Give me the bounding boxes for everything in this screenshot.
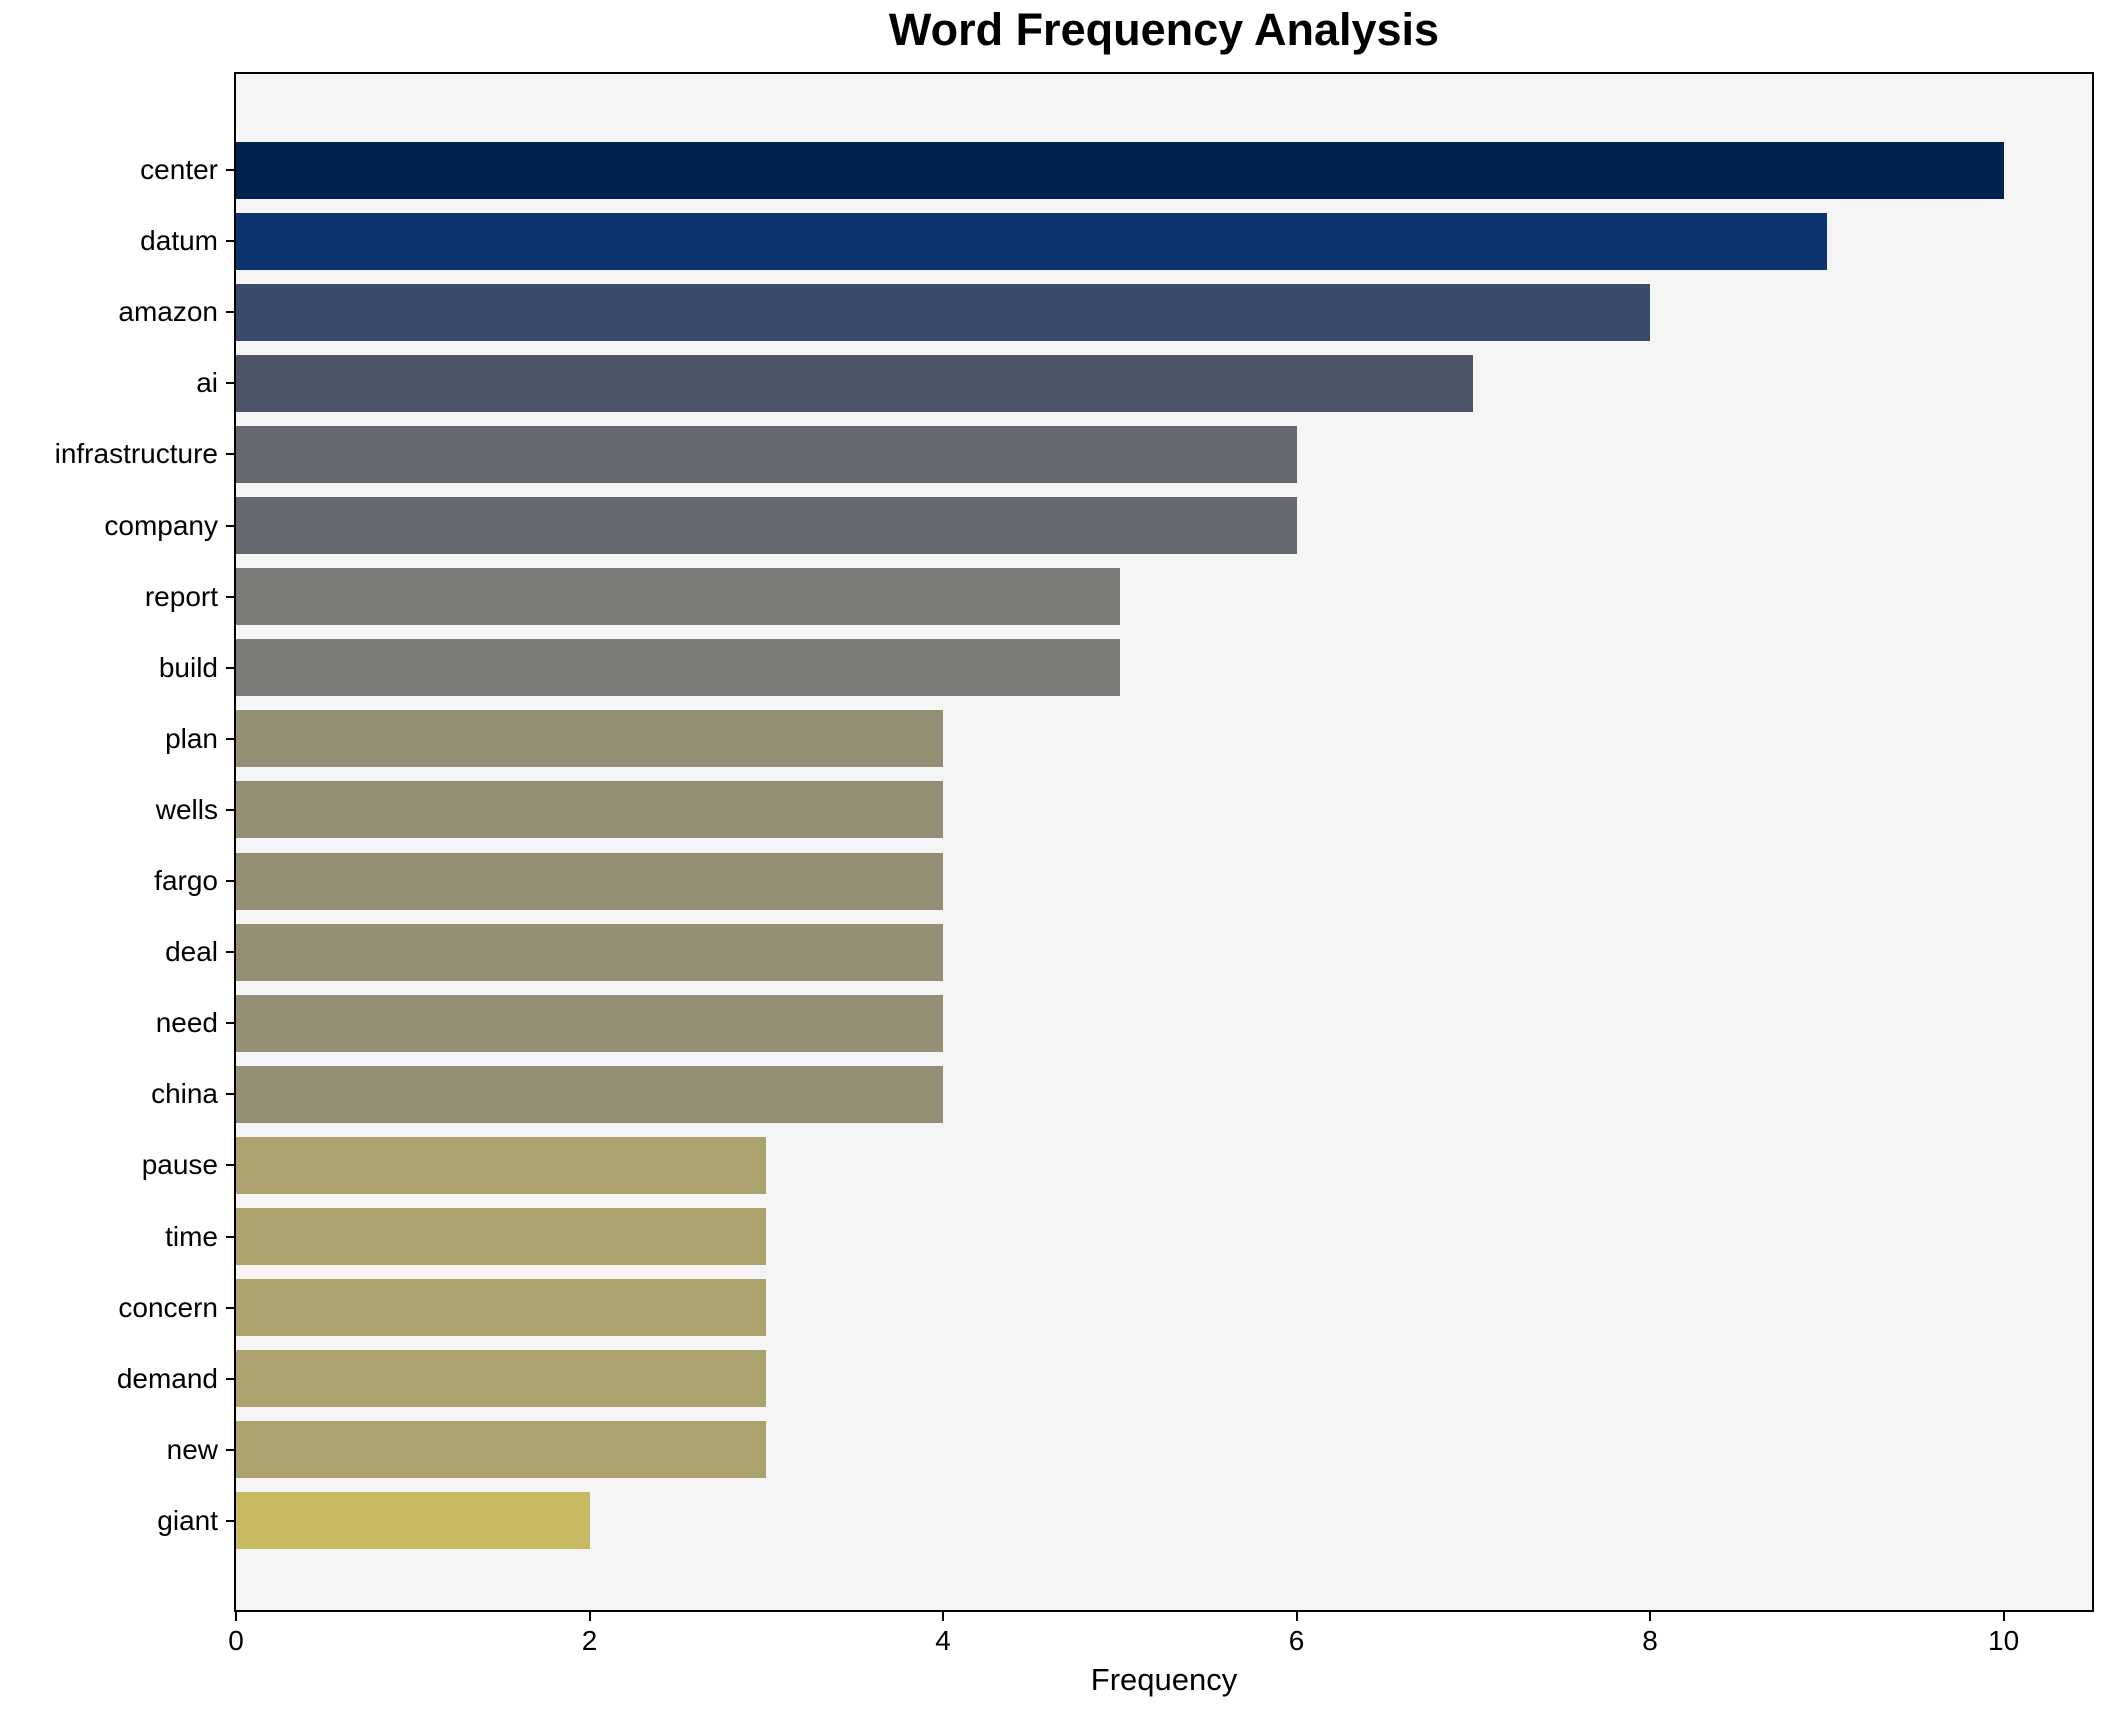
y-axis-tick-mark [226,240,234,243]
x-axis-tick-label: 4 [935,1625,951,1656]
y-axis-tick-mark [226,666,234,669]
y-axis-tick-label-time: time [165,1220,218,1252]
bar-demand [236,1350,767,1408]
bar-amazon [236,283,1651,341]
bar-pause [236,1136,767,1194]
y-axis-tick-label-demand: demand [116,1362,218,1394]
y-axis-tick-mark [226,382,234,385]
bar-giant [236,1492,590,1550]
y-axis-tick-label-concern: concern [118,1291,218,1323]
x-axis-tick-mark [2002,1612,2005,1621]
y-axis-tick-label-need: need [155,1007,218,1039]
y-axis-tick-label-build: build [158,651,218,683]
y-axis-tick-label-company: company [104,509,218,541]
bar-concern [236,1279,767,1337]
bar-plan [236,710,944,768]
bar-need [236,994,944,1052]
bar-wells [236,781,944,839]
y-axis-tick-label-infrastructure: infrastructure [54,438,218,470]
bar-new [236,1421,767,1479]
y-axis-tick-mark [226,1022,234,1025]
x-axis-tick-mark [588,1612,591,1621]
y-axis-tick-label-report: report [144,580,218,612]
y-axis-tick-label-wells: wells [155,793,218,825]
y-axis-tick-label-china: china [151,1078,218,1110]
y-axis-tick-mark [226,880,234,882]
bar-build [236,639,1120,697]
y-axis-tick-label-giant: giant [157,1504,218,1536]
x-axis-title: Frequency [1090,1662,1238,1697]
y-axis-tick-mark [226,1235,234,1238]
y-axis-tick-mark [226,808,234,811]
y-axis-tick-mark [226,595,234,598]
chart-title: Word Frequency Analysis [888,4,1440,55]
y-axis-tick-mark [226,1377,234,1380]
x-axis-tick-label: 8 [1642,1625,1658,1656]
bar-report [236,568,1120,626]
y-axis-tick-mark [226,1306,234,1309]
bar-datum [236,212,1827,270]
bar-ai [236,354,1474,412]
bar-china [236,1065,944,1123]
y-axis-tick-label-pause: pause [141,1149,218,1181]
y-axis-tick-label-new: new [166,1433,218,1465]
x-axis-tick-mark [1295,1612,1298,1621]
x-axis-tick-label: 0 [228,1625,244,1656]
y-axis-tick-label-fargo: fargo [154,865,218,896]
y-axis-tick-mark [226,524,234,527]
y-axis-tick-mark [226,169,234,171]
y-axis-tick-label-center: center [140,154,218,185]
x-axis-tick-label: 6 [1288,1625,1305,1656]
bar-fargo [236,852,944,910]
bar-infrastructure [236,425,1297,483]
y-axis-tick-mark [226,737,234,740]
y-axis-tick-label-ai: ai [196,367,218,399]
y-axis-tick-mark [226,1093,234,1096]
y-axis-tick-label-plan: plan [165,722,218,754]
y-axis-tick-label-datum: datum [140,225,218,257]
plot-area [234,72,2094,1612]
x-axis-tick-label: 2 [581,1625,598,1656]
y-axis-tick-mark [226,311,234,314]
x-axis-tick-mark [942,1612,945,1621]
x-axis-tick-mark [235,1612,237,1621]
x-axis-tick-label: 10 [1988,1625,2020,1656]
y-axis-tick-mark [226,1519,234,1522]
bar-center [236,141,2004,199]
bar-company [236,497,1297,554]
y-axis-tick-label-deal: deal [165,936,218,968]
y-axis-tick-mark [226,1448,234,1451]
y-axis-tick-label-amazon: amazon [118,296,218,328]
x-axis-tick-mark [1649,1612,1652,1621]
bar-deal [236,923,944,981]
y-axis-tick-mark [226,951,234,954]
y-axis-tick-mark [226,453,234,456]
bar-time [236,1208,767,1265]
y-axis-tick-mark [226,1164,234,1167]
